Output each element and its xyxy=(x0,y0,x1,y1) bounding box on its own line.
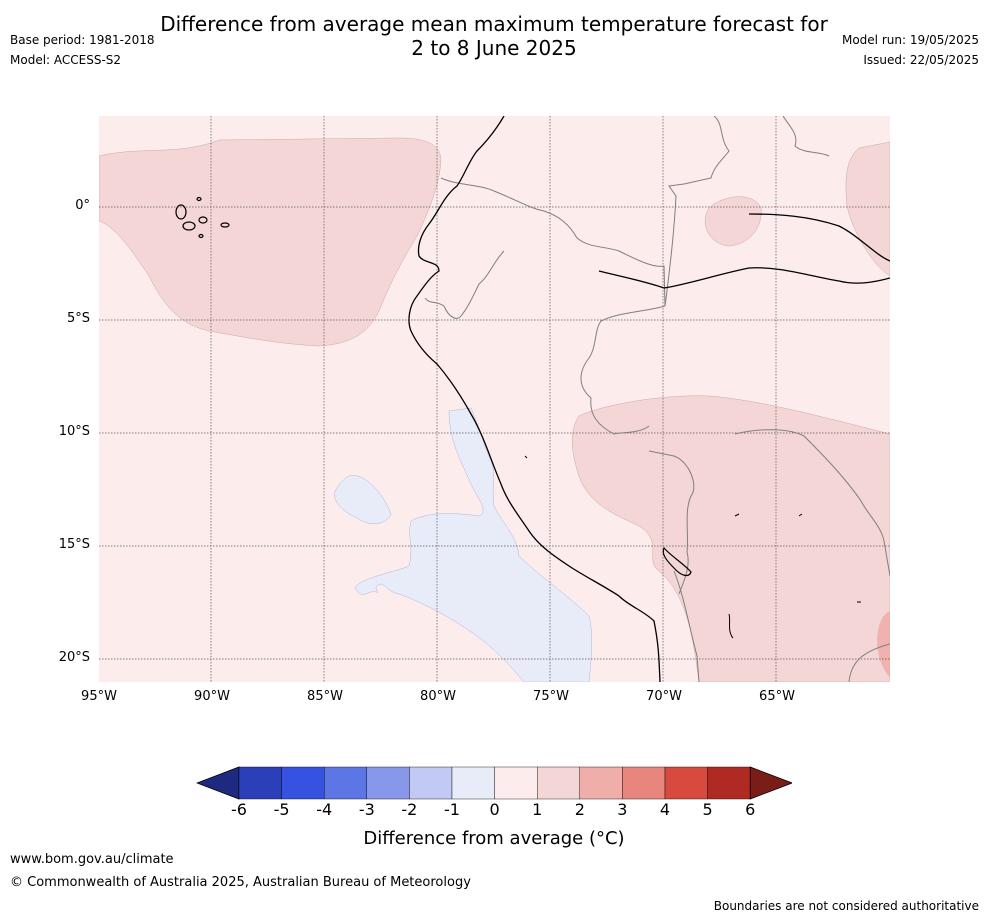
colorbar-segment xyxy=(494,766,538,800)
lat-label-20s: 20°S xyxy=(58,650,90,665)
colorbar-segment xyxy=(579,766,623,800)
small-lakes xyxy=(524,455,861,639)
coastline xyxy=(408,116,890,682)
warm-region-strong xyxy=(877,611,890,678)
colorbar-tick-label: -4 xyxy=(316,800,333,819)
lat-label-5s: 5°S xyxy=(66,311,90,326)
lat-label-10s: 10°S xyxy=(58,424,90,439)
cool-region-offshore xyxy=(334,475,392,525)
lon-label-65w: 65°W xyxy=(759,689,795,704)
lat-label-0: 0° xyxy=(75,198,90,213)
lon-label-80w: 80°W xyxy=(420,689,456,704)
colorbar-tick-label: 2 xyxy=(574,800,585,819)
colorbar-tick-label: 0 xyxy=(489,800,500,819)
colorbar-tick-label: -3 xyxy=(358,800,375,819)
warm-region-amazon xyxy=(704,196,762,247)
model-name: Model: ACCESS-S2 xyxy=(10,53,122,67)
base-period: Base period: 1981-2018 xyxy=(10,33,155,47)
anomaly-map xyxy=(99,116,890,682)
lake-titicaca xyxy=(662,546,692,577)
lon-label-75w: 75°W xyxy=(533,689,569,704)
colorbar-segment xyxy=(281,766,325,800)
title-line-1: Difference from average mean maximum tem… xyxy=(160,12,828,36)
colorbar-tick-label: -2 xyxy=(401,800,418,819)
cool-region-coastal xyxy=(354,407,592,682)
lon-label-95w: 95°W xyxy=(81,689,117,704)
colorbar-segment xyxy=(366,766,410,800)
colorbar-tick-label: -1 xyxy=(444,800,460,819)
colorbar-tick-label: 5 xyxy=(702,800,713,819)
lon-label-85w: 85°W xyxy=(307,689,343,704)
meta-left: Base period: 1981-2018 Model: ACCESS-S2 xyxy=(10,30,155,70)
website-link[interactable]: www.bom.gov.au/climate xyxy=(10,852,174,867)
issued-date: Issued: 22/05/2025 xyxy=(863,53,979,67)
colorbar-tick-label: 6 xyxy=(745,800,756,819)
colorbar-tick-label: 1 xyxy=(532,800,543,819)
colorbar xyxy=(196,766,792,800)
title-line-2: 2 to 8 June 2025 xyxy=(411,36,577,60)
lon-label-70w: 70°W xyxy=(646,689,682,704)
colorbar-tick-label: -6 xyxy=(231,800,247,819)
colorbar-segment xyxy=(451,766,495,800)
colorbar-segment xyxy=(707,766,751,800)
country-borders xyxy=(424,116,890,682)
model-run: Model run: 19/05/2025 xyxy=(841,33,979,47)
colorbar-segment xyxy=(537,766,581,800)
colorbar-arrow-low xyxy=(196,766,240,800)
colorbar-segment xyxy=(664,766,708,800)
lat-label-15s: 15°S xyxy=(58,537,90,552)
colorbar-tick-label: -5 xyxy=(273,800,290,819)
colorbar-label: Difference from average (°C) xyxy=(363,828,625,849)
galapagos-islands xyxy=(175,196,230,239)
colorbar-arrow-high xyxy=(749,766,792,800)
copyright-text: © Commonwealth of Australia 2025, Austra… xyxy=(10,875,471,890)
lon-label-90w: 90°W xyxy=(194,689,230,704)
colorbar-segment xyxy=(238,766,282,800)
meta-right: Model run: 19/05/2025 Issued: 22/05/2025 xyxy=(842,30,979,70)
warm-region-peru-bolivia xyxy=(572,395,890,682)
colorbar-segment xyxy=(409,766,453,800)
warm-region-pacific xyxy=(99,137,442,347)
disclaimer-text: Boundaries are not considered authoritat… xyxy=(713,899,979,913)
map-title: Difference from average mean maximum tem… xyxy=(0,12,988,60)
colorbar-segment xyxy=(622,766,666,800)
colorbar-tick-label: 3 xyxy=(617,800,628,819)
colorbar-segment xyxy=(323,766,367,800)
colorbar-tick-label: 4 xyxy=(659,800,671,819)
warm-region-northeast xyxy=(845,141,890,277)
graticule xyxy=(99,116,890,682)
